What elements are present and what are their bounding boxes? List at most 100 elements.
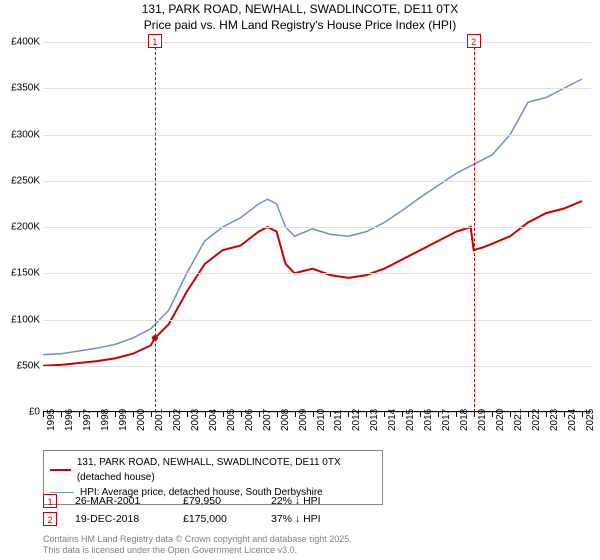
x-tickmark [384,412,385,417]
plot-region: £0£50K£100K£150K£200K£250K£300K£350K£400… [43,42,591,412]
x-tickmark [438,412,439,417]
x-tickmark [402,412,403,417]
x-tickmark [546,412,547,417]
x-tick-label: 2003 [190,409,201,431]
x-tickmark [348,412,349,417]
x-tickmark [582,412,583,417]
event-price: £79,950 [183,495,253,507]
event-date: 26-MAR-2001 [75,495,165,507]
x-tick-label: 2018 [459,409,470,431]
y-tick-label: £400K [0,37,40,48]
y-gridline [43,320,591,321]
x-tick-label: 2025 [585,409,596,431]
x-tickmark [277,412,278,417]
x-tick-label: 2017 [441,409,452,431]
x-tick-label: 2009 [298,409,309,431]
y-gridline [43,88,591,89]
x-tick-label: 2005 [226,409,237,431]
legend-row: 131, PARK ROAD, NEWHALL, SWADLINCOTE, DE… [50,455,376,485]
x-tickmark [133,412,134,417]
y-gridline [43,227,591,228]
x-tickmark [510,412,511,417]
x-tick-label: 2024 [567,409,578,431]
x-tick-label: 2013 [369,409,380,431]
event-date: 19-DEC-2018 [75,513,165,525]
x-tick-label: 1995 [46,409,57,431]
y-gridline [43,42,591,43]
y-tick-label: £100K [0,314,40,325]
y-gridline [43,181,591,182]
legend-label: 131, PARK ROAD, NEWHALL, SWADLINCOTE, DE… [77,455,376,485]
x-tickmark [528,412,529,417]
copyright-line: Contains HM Land Registry data © Crown c… [43,534,352,545]
x-tickmark [241,412,242,417]
event-marker-box: 1 [43,494,57,508]
copyright: Contains HM Land Registry data © Crown c… [43,534,352,556]
table-row: 2 19-DEC-2018 £175,000 37% ↓ HPI [43,512,361,526]
x-tickmark [61,412,62,417]
x-tickmark [187,412,188,417]
x-tickmark [169,412,170,417]
x-tick-label: 2022 [531,409,542,431]
x-tickmark [115,412,116,417]
x-tick-label: 2015 [405,409,416,431]
y-tick-label: £250K [0,175,40,186]
x-tick-label: 1998 [100,409,111,431]
x-tick-label: 2023 [549,409,560,431]
title-line2: Price paid vs. HM Land Registry's House … [0,18,600,34]
y-tick-label: £300K [0,129,40,140]
event-diff: 22% ↓ HPI [271,495,361,507]
event-marker: 2 [467,34,481,48]
event-price: £175,000 [183,513,253,525]
y-gridline [43,135,591,136]
x-tickmark [492,412,493,417]
x-tickmark [366,412,367,417]
x-tickmark [259,412,260,417]
x-tickmark [223,412,224,417]
y-tick-label: £50K [0,360,40,371]
x-tick-label: 1996 [64,409,75,431]
x-tick-label: 2002 [172,409,183,431]
event-line [474,42,475,412]
legend-swatch [50,469,71,471]
x-tick-label: 2001 [154,409,165,431]
x-tick-label: 2006 [244,409,255,431]
x-tick-label: 2010 [316,409,327,431]
title-line1: 131, PARK ROAD, NEWHALL, SWADLINCOTE, DE… [0,2,600,18]
chart-area: £0£50K£100K£150K£200K£250K£300K£350K£400… [43,42,591,412]
x-tickmark [474,412,475,417]
y-tick-label: £350K [0,83,40,94]
y-tick-label: £150K [0,268,40,279]
events-table: 1 26-MAR-2001 £79,950 22% ↓ HPI 2 19-DEC… [43,494,361,530]
x-tickmark [564,412,565,417]
x-tickmark [295,412,296,417]
x-tickmark [43,412,44,417]
x-tick-label: 2008 [280,409,291,431]
y-tick-label: £0 [0,407,40,418]
event-line [155,42,156,412]
x-tickmark [97,412,98,417]
x-tick-label: 2012 [351,409,362,431]
y-gridline [43,366,591,367]
x-tickmark [205,412,206,417]
y-gridline [43,273,591,274]
x-tickmark [313,412,314,417]
y-tick-label: £200K [0,222,40,233]
event-diff: 37% ↓ HPI [271,513,361,525]
x-tick-label: 2007 [262,409,273,431]
table-row: 1 26-MAR-2001 £79,950 22% ↓ HPI [43,494,361,508]
x-tickmark [79,412,80,417]
x-tick-label: 2019 [477,409,488,431]
event-marker: 1 [148,34,162,48]
x-tick-label: 2004 [208,409,219,431]
x-tick-label: 2021 [513,409,524,431]
x-tick-label: 1999 [118,409,129,431]
series-line-hpi [43,79,582,355]
event-marker-box: 2 [43,512,57,526]
x-tick-label: 2014 [387,409,398,431]
x-tickmark [420,412,421,417]
x-tick-label: 2016 [423,409,434,431]
x-tickmark [330,412,331,417]
x-tick-label: 2020 [495,409,506,431]
x-tick-label: 2011 [333,409,344,431]
